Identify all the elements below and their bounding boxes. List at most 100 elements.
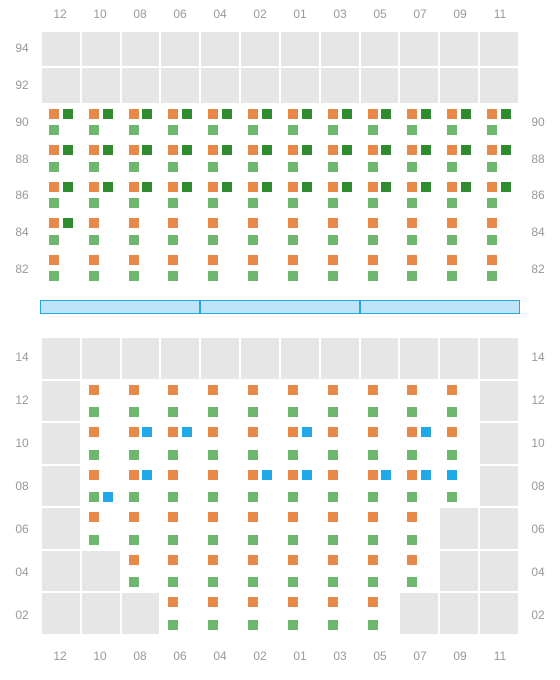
seat-cell[interactable] xyxy=(121,465,161,508)
seat-cell[interactable] xyxy=(280,465,320,508)
seat-cell[interactable] xyxy=(200,422,240,465)
seat-cell[interactable] xyxy=(399,213,439,249)
seat-cell[interactable] xyxy=(200,104,240,140)
seat-cell[interactable] xyxy=(320,507,360,550)
seat-cell[interactable] xyxy=(320,213,360,249)
seat-cell[interactable] xyxy=(360,507,400,550)
seat-cell[interactable] xyxy=(81,507,121,550)
seat-cell[interactable] xyxy=(121,507,161,550)
seat-cell[interactable] xyxy=(320,380,360,423)
seat-cell[interactable] xyxy=(360,465,400,508)
seat-cell[interactable] xyxy=(280,140,320,176)
seat-cell[interactable] xyxy=(280,550,320,593)
seat-cell[interactable] xyxy=(200,213,240,249)
seat-cell[interactable] xyxy=(160,550,200,593)
seat-cell[interactable] xyxy=(41,104,81,140)
seat-cell[interactable] xyxy=(41,213,81,249)
seat-cell[interactable] xyxy=(160,507,200,550)
seat-cell[interactable] xyxy=(240,550,280,593)
seat-cell[interactable] xyxy=(81,380,121,423)
seat-cell[interactable] xyxy=(160,380,200,423)
seat-cell[interactable] xyxy=(121,550,161,593)
seat-cell[interactable] xyxy=(240,250,280,286)
seat-cell[interactable] xyxy=(399,380,439,423)
seat-cell[interactable] xyxy=(479,213,519,249)
seat-cell[interactable] xyxy=(41,250,81,286)
seat-cell[interactable] xyxy=(479,177,519,213)
seat-cell[interactable] xyxy=(121,177,161,213)
seat-cell[interactable] xyxy=(81,213,121,249)
seat-cell[interactable] xyxy=(360,250,400,286)
seat-cell[interactable] xyxy=(439,250,479,286)
seat-cell[interactable] xyxy=(399,550,439,593)
seat-cell[interactable] xyxy=(439,422,479,465)
seat-cell[interactable] xyxy=(160,422,200,465)
seat-cell[interactable] xyxy=(439,465,479,508)
seat-cell[interactable] xyxy=(200,380,240,423)
seat-cell[interactable] xyxy=(160,177,200,213)
seat-cell[interactable] xyxy=(160,213,200,249)
seat-cell[interactable] xyxy=(439,213,479,249)
seat-cell[interactable] xyxy=(320,250,360,286)
seat-cell[interactable] xyxy=(280,422,320,465)
seat-cell[interactable] xyxy=(399,104,439,140)
seat-cell[interactable] xyxy=(280,177,320,213)
seat-cell[interactable] xyxy=(320,550,360,593)
seat-cell[interactable] xyxy=(439,140,479,176)
seat-cell[interactable] xyxy=(240,104,280,140)
seat-cell[interactable] xyxy=(240,507,280,550)
seat-cell[interactable] xyxy=(160,465,200,508)
seat-cell[interactable] xyxy=(81,422,121,465)
seat-cell[interactable] xyxy=(240,177,280,213)
seat-cell[interactable] xyxy=(320,177,360,213)
seat-cell[interactable] xyxy=(360,140,400,176)
seat-cell[interactable] xyxy=(200,465,240,508)
seat-cell[interactable] xyxy=(399,465,439,508)
seat-cell[interactable] xyxy=(121,140,161,176)
seat-cell[interactable] xyxy=(200,177,240,213)
seat-cell[interactable] xyxy=(81,250,121,286)
seat-cell[interactable] xyxy=(81,177,121,213)
seat-cell[interactable] xyxy=(240,465,280,508)
seat-cell[interactable] xyxy=(360,104,400,140)
seat-cell[interactable] xyxy=(360,422,400,465)
seat-cell[interactable] xyxy=(360,380,400,423)
seat-cell[interactable] xyxy=(121,104,161,140)
seat-cell[interactable] xyxy=(280,507,320,550)
seat-cell[interactable] xyxy=(439,104,479,140)
seat-cell[interactable] xyxy=(399,140,439,176)
seat-cell[interactable] xyxy=(360,550,400,593)
seat-cell[interactable] xyxy=(160,104,200,140)
seat-cell[interactable] xyxy=(160,250,200,286)
seat-cell[interactable] xyxy=(280,213,320,249)
seat-cell[interactable] xyxy=(121,422,161,465)
seat-cell[interactable] xyxy=(160,592,200,635)
seat-cell[interactable] xyxy=(280,592,320,635)
seat-cell[interactable] xyxy=(121,380,161,423)
seat-cell[interactable] xyxy=(399,177,439,213)
seat-cell[interactable] xyxy=(280,380,320,423)
seat-cell[interactable] xyxy=(399,507,439,550)
seat-cell[interactable] xyxy=(439,177,479,213)
seat-cell[interactable] xyxy=(320,465,360,508)
seat-cell[interactable] xyxy=(240,380,280,423)
seat-cell[interactable] xyxy=(81,465,121,508)
seat-cell[interactable] xyxy=(200,550,240,593)
seat-cell[interactable] xyxy=(479,104,519,140)
seat-cell[interactable] xyxy=(81,140,121,176)
seat-cell[interactable] xyxy=(240,592,280,635)
seat-cell[interactable] xyxy=(200,140,240,176)
seat-cell[interactable] xyxy=(41,177,81,213)
seat-cell[interactable] xyxy=(240,422,280,465)
seat-cell[interactable] xyxy=(320,592,360,635)
seat-cell[interactable] xyxy=(200,592,240,635)
seat-cell[interactable] xyxy=(240,213,280,249)
seat-cell[interactable] xyxy=(320,422,360,465)
seat-cell[interactable] xyxy=(360,177,400,213)
seat-cell[interactable] xyxy=(121,213,161,249)
seat-cell[interactable] xyxy=(360,213,400,249)
seat-cell[interactable] xyxy=(360,592,400,635)
seat-cell[interactable] xyxy=(280,250,320,286)
seat-cell[interactable] xyxy=(41,140,81,176)
seat-cell[interactable] xyxy=(160,140,200,176)
